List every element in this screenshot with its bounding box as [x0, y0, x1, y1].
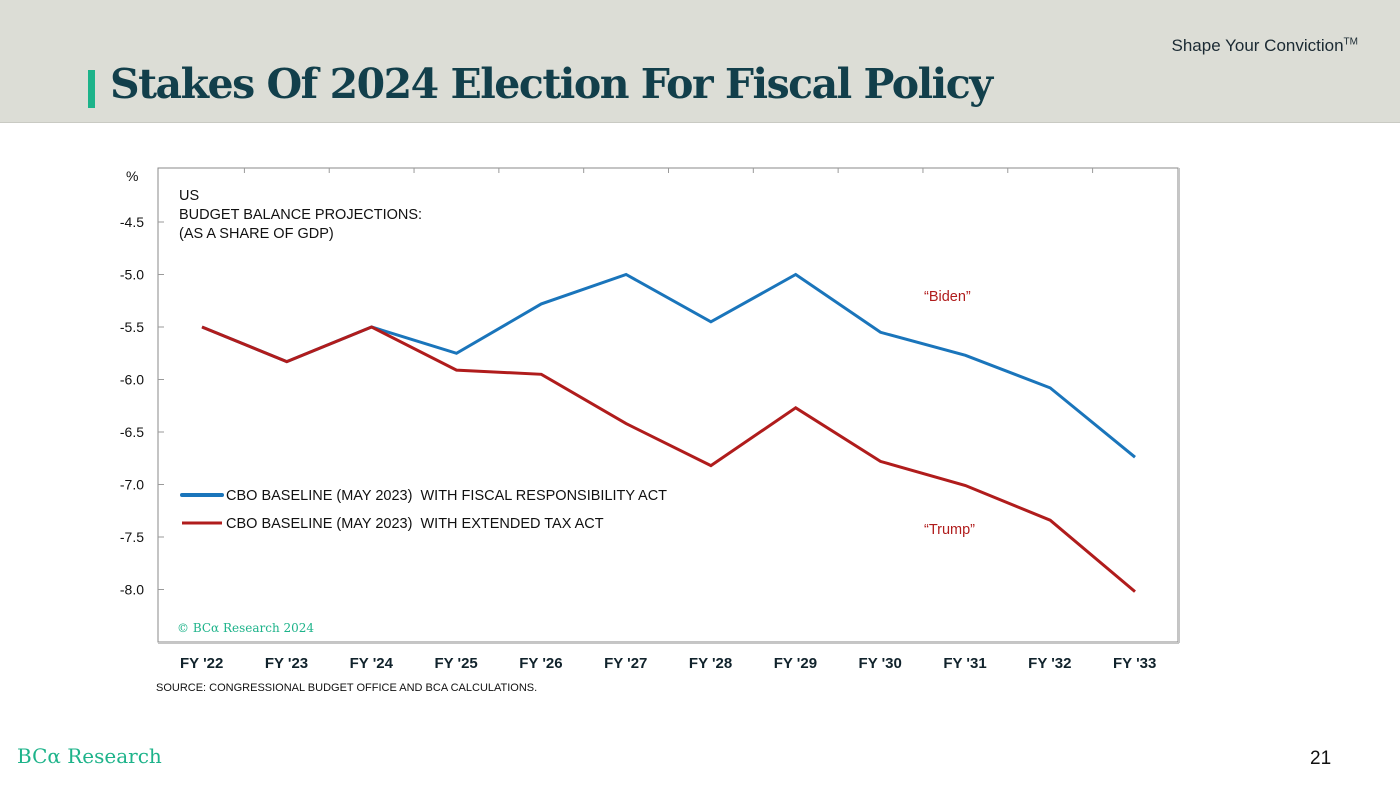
x-tick-label: FY '28: [689, 655, 732, 672]
y-axis-unit-label: %: [126, 168, 138, 184]
x-tick-label: FY '23: [265, 655, 308, 672]
chart-title-line-2: BUDGET BALANCE PROJECTIONS:: [179, 207, 422, 223]
chart-source-note: SOURCE: CONGRESSIONAL BUDGET OFFICE AND …: [156, 682, 538, 694]
slide-header: Stakes Of 2024 Election For Fiscal Polic…: [0, 0, 1400, 123]
chart-title-line-1: US: [179, 188, 199, 204]
x-axis: FY '22 FY '23 FY '24 FY '25 FY '26 FY '27 FY '…: [180, 168, 1156, 672]
slide-title: Stakes Of 2024 Election For Fiscal Polic…: [110, 60, 993, 108]
x-tick-label: FY '31: [943, 655, 986, 672]
chart-title-line-3: (AS A SHARE OF GDP): [179, 226, 334, 242]
annotation-biden: “Biden”: [924, 289, 971, 305]
y-tick-label: -7.0: [120, 477, 144, 493]
annotation-trump: “Trump”: [924, 522, 975, 538]
y-tick-label: -6.0: [120, 372, 144, 388]
title-accent-bar: [88, 70, 95, 108]
y-tick-label: -7.5: [120, 529, 144, 545]
x-tick-label: FY '22: [180, 655, 223, 672]
x-tick-label: FY '29: [774, 655, 817, 672]
series-line-extended-tax: [201, 325, 1136, 593]
x-tick-label: FY '32: [1028, 655, 1071, 672]
series-group: [201, 272, 1136, 593]
legend-label-fiscal-responsibility: CBO BASELINE (MAY 2023) WITH FISCAL RESP…: [226, 488, 667, 504]
trademark-mark: TM: [1343, 36, 1358, 48]
y-axis: -4.5 -5.0 -5.5 -6.0 -6.5 -7.0 -7.5 -8.0: [120, 214, 164, 598]
x-tick-label: FY '27: [604, 655, 647, 672]
y-tick-label: -5.0: [120, 267, 144, 283]
x-tick-label: FY '26: [519, 655, 562, 672]
x-tick-label: FY '25: [434, 655, 477, 672]
page-number: 21: [1310, 748, 1332, 769]
y-tick-label: -8.0: [120, 582, 144, 598]
brand-tagline: Shape Your ConvictionTM: [1172, 36, 1358, 56]
y-tick-label: -5.5: [120, 319, 144, 335]
y-tick-label: -6.5: [120, 424, 144, 440]
bca-research-logo: BCα Research: [17, 744, 162, 768]
tagline-text: Shape Your Conviction: [1171, 36, 1344, 55]
y-tick-label: -4.5: [120, 214, 144, 230]
x-tick-label: FY '24: [350, 655, 394, 672]
x-tick-label: FY '33: [1113, 655, 1156, 672]
chart-copyright: © BCα Research 2024: [177, 621, 314, 635]
x-tick-label: FY '30: [859, 655, 902, 672]
legend-label-extended-tax: CBO BASELINE (MAY 2023) WITH EXTENDED TA…: [226, 516, 604, 532]
legend: CBO BASELINE (MAY 2023) WITH FISCAL RESP…: [180, 488, 667, 532]
